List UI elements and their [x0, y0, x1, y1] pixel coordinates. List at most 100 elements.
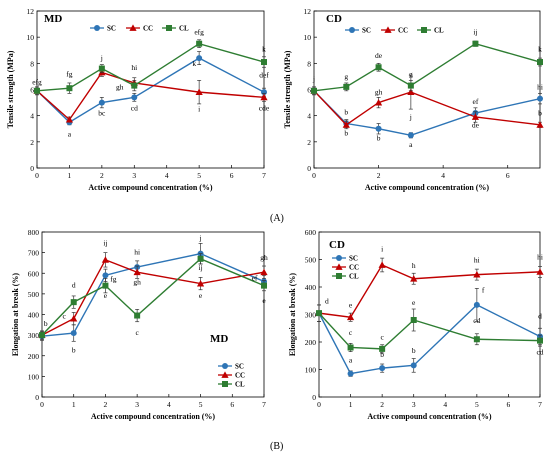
- significance-label: de: [472, 120, 480, 129]
- legend-label: CL: [434, 27, 444, 35]
- legend-label: CC: [235, 372, 245, 380]
- data-point: [260, 269, 267, 275]
- legend-label: SC: [235, 363, 244, 371]
- y-tick-label: 4: [307, 112, 311, 121]
- y-tick-label: 2: [30, 138, 34, 147]
- significance-label: j: [199, 233, 202, 242]
- significance-label: gh: [375, 88, 383, 97]
- y-tick-label: 600: [28, 269, 40, 278]
- significance-label: a: [349, 356, 353, 365]
- data-point: [261, 283, 267, 289]
- significance-label: gh: [260, 253, 268, 262]
- data-point: [316, 310, 322, 316]
- legend-marker: [336, 255, 342, 261]
- y-tick-label: 6: [307, 86, 311, 95]
- data-point: [102, 283, 108, 289]
- y-axis-label: Tensile strength (MPa): [6, 50, 15, 128]
- significance-label: h: [412, 261, 416, 270]
- significance-label: efg: [32, 77, 42, 86]
- significance-label: efg: [194, 28, 204, 37]
- y-tick-label: 2: [307, 138, 311, 147]
- x-tick-label: 4: [167, 400, 171, 409]
- data-point: [261, 59, 267, 65]
- x-tick-label: 0: [312, 171, 316, 180]
- y-tick-label: 300: [305, 311, 317, 320]
- y-tick-label: 300: [28, 331, 40, 340]
- legend-label: CL: [235, 381, 245, 389]
- significance-label: j: [312, 75, 315, 84]
- x-axis-label: Active compound concentration (%): [365, 183, 490, 192]
- significance-label: ef: [473, 97, 479, 106]
- significance-label: ij: [198, 263, 202, 272]
- data-point: [411, 362, 417, 368]
- x-tick-label: 2: [380, 400, 384, 409]
- y-tick-label: 400: [28, 311, 40, 320]
- legend-label: CC: [349, 264, 359, 272]
- x-tick-label: 6: [230, 400, 234, 409]
- significance-label: c: [135, 328, 139, 337]
- y-tick-label: 600: [305, 228, 317, 237]
- y-tick-label: 0: [35, 393, 39, 402]
- data-point: [99, 100, 105, 106]
- x-tick-label: 5: [197, 171, 201, 180]
- significance-label: k: [192, 59, 196, 68]
- significance-label: j: [409, 113, 412, 122]
- y-tick-label: 500: [28, 290, 40, 299]
- y-tick-label: 0: [307, 164, 311, 173]
- significance-label: f: [482, 286, 485, 295]
- significance-label: hi: [537, 253, 543, 262]
- significance-label: e: [349, 301, 353, 310]
- chart-a-md: 0246810120 1 2 3 4 5 6 7Active compound concent…: [6, 7, 270, 192]
- x-tick-label: 1: [68, 171, 72, 180]
- significance-label: cde: [259, 103, 270, 112]
- data-point: [39, 332, 45, 338]
- x-tick-label: 3: [135, 400, 139, 409]
- significance-label: d: [72, 281, 76, 290]
- significance-label: a: [68, 130, 72, 139]
- figure-label-a: (A): [270, 213, 284, 224]
- significance-label: cd: [536, 347, 543, 356]
- data-point: [34, 88, 40, 94]
- significance-label: d: [325, 297, 329, 306]
- legend-label: CC: [398, 27, 408, 35]
- data-point: [408, 83, 414, 89]
- chart-b-md: 0 100 200 300 400 500 600 700 800 0 1 2 3 4 5 6 7 Active …: [11, 228, 268, 421]
- data-point: [102, 272, 108, 278]
- x-tick-label: 6: [506, 171, 510, 180]
- data-point: [66, 85, 72, 91]
- data-point: [131, 94, 137, 100]
- x-tick-label: 4: [441, 171, 445, 180]
- significance-label: g: [344, 72, 348, 81]
- y-tick-label: 8: [30, 59, 34, 68]
- significance-label: hi: [134, 248, 140, 257]
- significance-label: b: [72, 346, 76, 355]
- y-axis-label: Elongation at break (%): [11, 273, 20, 357]
- x-tick-label: 6: [507, 400, 511, 409]
- x-tick-label: 1: [72, 400, 76, 409]
- significance-label: ij: [473, 28, 477, 37]
- series-sc: [39, 243, 267, 341]
- data-point: [348, 345, 354, 351]
- significance-label: c: [63, 312, 67, 321]
- significance-label: b: [380, 350, 384, 359]
- figure-label-b: (B): [270, 441, 283, 452]
- data-point: [474, 302, 480, 308]
- significance-label: cd: [473, 316, 480, 325]
- data-point: [134, 313, 140, 319]
- data-point: [71, 299, 77, 305]
- significance-label: ef: [252, 273, 258, 282]
- legend-marker: [166, 25, 172, 31]
- significance-label: b: [538, 109, 542, 118]
- significance-label: k: [262, 45, 266, 54]
- data-point: [196, 41, 202, 47]
- x-tick-label: 3: [412, 400, 416, 409]
- significance-label: hi: [537, 83, 543, 92]
- y-tick-label: 10: [27, 33, 35, 42]
- x-tick-label: 6: [230, 171, 234, 180]
- y-tick-label: 100: [305, 366, 317, 375]
- y-tick-label: 400: [305, 283, 317, 292]
- y-tick-label: 10: [304, 33, 312, 42]
- significance-label: b: [377, 134, 381, 143]
